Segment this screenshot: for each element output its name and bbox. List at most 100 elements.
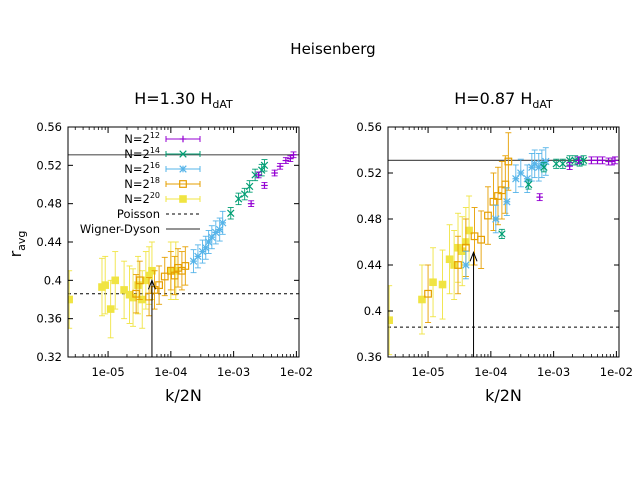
y-axis-label: ravg bbox=[6, 231, 28, 258]
data-point bbox=[160, 272, 169, 281]
legend-label: N=216 bbox=[124, 161, 160, 176]
data-point bbox=[566, 162, 573, 170]
x-tick-label: 1e-05 bbox=[411, 365, 444, 379]
y-tick-label: 0.48 bbox=[36, 197, 62, 211]
x-tick-label: 1e-03 bbox=[217, 365, 250, 379]
series-N2-20 bbox=[68, 241, 180, 339]
data-point bbox=[579, 156, 588, 165]
series-N2-14 bbox=[227, 159, 269, 220]
data-point bbox=[438, 280, 447, 289]
data-point bbox=[282, 157, 290, 164]
panel-right: H=0.87 HdAT 0.36 0.4 0.44 0.48 0.52 0.56 1e-05 1… bbox=[356, 89, 633, 405]
y-tick-label: 0.48 bbox=[356, 212, 382, 226]
x-tick-label: 1e-04 bbox=[154, 365, 187, 379]
x-axis-label: k/2N bbox=[485, 386, 522, 405]
y-tick-label: 0.56 bbox=[36, 120, 62, 134]
data-point bbox=[276, 162, 284, 170]
data-point bbox=[234, 195, 243, 203]
data-point bbox=[517, 169, 525, 177]
legend-wigner-dyson-label: Wigner-Dyson bbox=[80, 222, 160, 236]
legend-label: N=220 bbox=[124, 191, 160, 206]
data-point bbox=[227, 209, 235, 217]
legend-item: N=216 bbox=[124, 161, 201, 176]
legend-label: N=218 bbox=[124, 176, 160, 191]
data-point bbox=[588, 157, 595, 164]
data-point bbox=[198, 247, 207, 256]
data-point bbox=[271, 169, 278, 177]
plot-frame bbox=[387, 126, 620, 358]
data-point bbox=[418, 295, 426, 304]
plot-area bbox=[68, 151, 297, 339]
data-point bbox=[559, 160, 567, 168]
data-point bbox=[255, 171, 262, 179]
arrow-head bbox=[147, 278, 156, 290]
data-point bbox=[524, 180, 533, 189]
series-N2-12 bbox=[536, 156, 619, 202]
series-N2-12 bbox=[247, 151, 297, 207]
data-point bbox=[494, 192, 502, 200]
figure-title: Heisenberg bbox=[290, 40, 375, 58]
legend-marker bbox=[179, 195, 187, 203]
data-point bbox=[492, 215, 500, 223]
data-point bbox=[261, 182, 268, 189]
data-point bbox=[611, 157, 619, 164]
y-tick-label: 0.44 bbox=[36, 235, 62, 249]
legend-marker bbox=[179, 165, 187, 173]
x-axis-label: k/2N bbox=[165, 386, 202, 405]
data-point bbox=[247, 200, 255, 207]
data-point bbox=[111, 276, 120, 285]
series-N2-18 bbox=[132, 246, 190, 317]
legend-label: N=214 bbox=[124, 146, 160, 161]
data-point bbox=[608, 158, 616, 165]
data-point bbox=[215, 225, 224, 234]
y-tick-label: 0.44 bbox=[356, 258, 382, 272]
x-tick-label: 1e-04 bbox=[474, 365, 507, 379]
data-point bbox=[454, 261, 462, 269]
legend-label: N=212 bbox=[124, 131, 160, 146]
data-point bbox=[155, 281, 164, 290]
x-tick-label: 1e-02 bbox=[600, 365, 633, 379]
series-N2-14 bbox=[498, 155, 588, 240]
data-point bbox=[290, 151, 297, 159]
data-point bbox=[552, 160, 560, 168]
data-point bbox=[260, 161, 269, 170]
data-point bbox=[134, 281, 142, 289]
data-point bbox=[194, 252, 202, 261]
legend-item: N=214 bbox=[124, 146, 201, 161]
data-point bbox=[101, 281, 109, 289]
data-point bbox=[484, 211, 492, 220]
data-point bbox=[536, 193, 543, 201]
y-tick-label: 0.4 bbox=[364, 304, 382, 318]
x-tick-label: 1e-02 bbox=[280, 365, 313, 379]
data-point bbox=[245, 182, 254, 191]
data-point bbox=[462, 261, 470, 269]
panel-title: H=1.30 HdAT bbox=[134, 89, 233, 111]
y-tick-label: 0.52 bbox=[356, 166, 382, 180]
data-point bbox=[504, 157, 513, 166]
data-point bbox=[571, 156, 579, 165]
data-point bbox=[135, 276, 144, 285]
panel-title: H=0.87 HdAT bbox=[454, 89, 553, 111]
data-point bbox=[498, 230, 506, 238]
data-point bbox=[445, 255, 454, 264]
series-N2-16 bbox=[462, 147, 550, 280]
x-tick-label: 1e-03 bbox=[537, 365, 570, 379]
series-N2-16 bbox=[189, 210, 227, 274]
data-point bbox=[120, 286, 128, 294]
y-tick-label: 0.36 bbox=[356, 350, 382, 364]
data-point bbox=[388, 316, 393, 324]
data-point bbox=[424, 289, 432, 298]
data-point bbox=[287, 155, 294, 162]
legend-marker bbox=[179, 135, 187, 143]
arrow-head bbox=[469, 250, 478, 262]
legend-marker bbox=[179, 150, 187, 158]
data-point bbox=[218, 219, 227, 227]
plot-area bbox=[388, 132, 619, 356]
data-point bbox=[208, 233, 216, 241]
legend-marker bbox=[179, 180, 187, 188]
data-point bbox=[181, 262, 190, 270]
y-tick-label: 0.4 bbox=[44, 273, 62, 287]
x-tick-label: 1e-05 bbox=[91, 365, 124, 379]
